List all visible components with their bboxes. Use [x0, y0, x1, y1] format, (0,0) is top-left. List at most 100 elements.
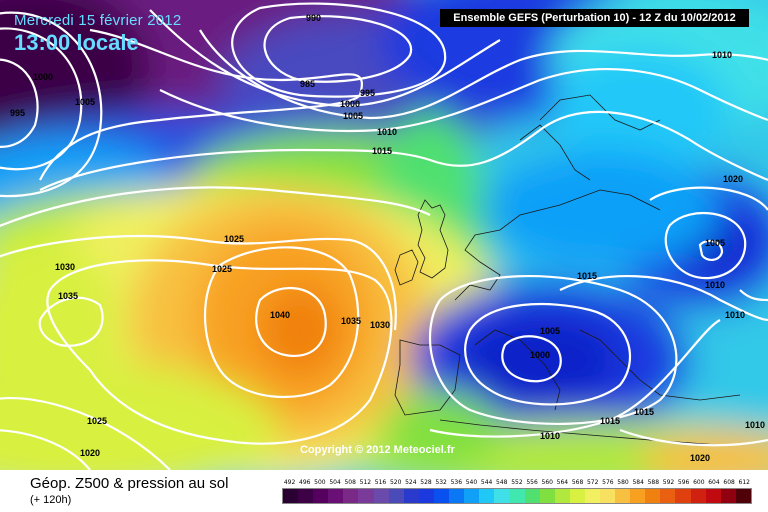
scale-label: 556 [526, 479, 538, 486]
scale-swatch [599, 489, 616, 503]
scale-label: 588 [647, 479, 660, 486]
isobar-label: 1000 [33, 72, 53, 82]
footer: Géop. Z500 & pression au sol (+ 120h) 49… [0, 470, 768, 512]
isobar-label: 1005 [540, 326, 560, 336]
scale-swatch [539, 489, 555, 503]
pressure-map-canvas: 990 985 995 1000 1005 1010 1015 1000 100… [0, 0, 768, 470]
scale-swatch [449, 489, 465, 503]
isobar-label: 1020 [690, 453, 710, 463]
isobar-label: 1020 [80, 448, 100, 458]
scale-label: 500 [314, 479, 326, 486]
scale-label: 544 [480, 479, 493, 486]
isobar-label: 1005 [75, 97, 95, 107]
color-scale-labels: 492 496 500 504 508 512 516 520 524 528 532 536 540 5… [282, 478, 752, 488]
isobar-label: 995 [10, 108, 25, 118]
scale-label: 536 [450, 479, 463, 486]
scale-label: 584 [632, 479, 644, 486]
scale-swatch [720, 489, 736, 503]
weather-map: 990 985 995 1000 1005 1010 1015 1000 100… [0, 0, 768, 470]
scale-label: 612 [738, 479, 750, 486]
isobar-label: 1000 [340, 99, 360, 109]
isobar-label: 1030 [370, 320, 390, 330]
isobars [0, 2, 768, 470]
isobar-label: 1010 [712, 50, 732, 60]
color-scale-bar [282, 488, 752, 504]
scale-swatch [630, 489, 646, 503]
forecast-date: Mercredi 15 février 2012 [14, 12, 182, 29]
isobar-label: 1015 [577, 271, 597, 281]
scale-swatch [690, 489, 706, 503]
scale-swatch [645, 489, 661, 503]
scale-swatch [554, 489, 570, 503]
scale-label: 568 [571, 479, 584, 486]
scale-label: 604 [708, 479, 720, 486]
isobar-label: 1025 [87, 416, 107, 426]
scale-swatch [283, 489, 299, 503]
isobar-label: 1035 [58, 291, 78, 301]
scale-label: 540 [465, 479, 478, 486]
isobar-label: 1040 [270, 310, 290, 320]
forecast-time: 13:00 locale [14, 30, 139, 55]
scale-label: 492 [283, 479, 296, 486]
forecast-lead-time: (+ 120h) [30, 494, 72, 506]
scale-label: 552 [511, 479, 523, 486]
scale-swatch [313, 489, 329, 503]
scale-label: 592 [662, 479, 675, 486]
isobar-label: 985 [300, 79, 315, 89]
isobar-label: 1030 [55, 262, 75, 272]
isobar-label: 1010 [705, 280, 725, 290]
isobar-label: 990 [306, 13, 321, 23]
isobar-label: 995 [360, 88, 375, 98]
scale-label: 516 [374, 479, 387, 486]
isobar-label: 1020 [723, 174, 743, 184]
scale-swatch [675, 489, 691, 503]
scale-swatch [328, 489, 344, 503]
isobar-label: 1005 [705, 238, 725, 248]
scale-swatch [479, 489, 495, 503]
scale-label: 580 [617, 479, 629, 486]
scale-swatch [494, 489, 510, 503]
scale-swatch [509, 489, 525, 503]
scale-label: 512 [359, 479, 372, 486]
isobar-label: 1025 [224, 234, 244, 244]
scale-swatch [388, 489, 404, 503]
scale-swatch [735, 489, 751, 503]
isobar-label: 1015 [372, 146, 392, 156]
scale-swatch [524, 489, 540, 503]
isobar-labels: 990 985 995 1000 1005 1010 1015 1000 100… [10, 13, 765, 463]
scale-swatch [433, 489, 450, 503]
scale-label: 532 [435, 479, 447, 486]
scale-swatch [705, 489, 721, 503]
scale-label: 496 [299, 479, 311, 486]
isobar-label: 1005 [343, 111, 363, 121]
scale-swatch [660, 489, 676, 503]
scale-label: 504 [329, 479, 341, 486]
isobar-label: 1010 [540, 431, 560, 441]
isobar-label: 1035 [341, 316, 361, 326]
scale-swatch [373, 489, 389, 503]
copyright-text: Copyright © 2012 Meteociel.fr [300, 444, 455, 456]
scale-swatch [584, 489, 600, 503]
scale-label: 520 [389, 479, 402, 486]
scale-swatch [418, 489, 434, 503]
scale-label: 560 [541, 479, 553, 486]
scale-swatch [358, 489, 374, 503]
scale-swatch [298, 489, 314, 503]
scale-swatch [464, 489, 480, 503]
scale-label: 596 [677, 479, 690, 486]
geopotential-field [0, 0, 768, 470]
model-run-label: Ensemble GEFS (Perturbation 10) - 12 Z d… [440, 9, 749, 27]
scale-swatch [403, 489, 419, 503]
isobar-label: 1015 [634, 407, 654, 417]
color-scale-legend: 492 496 500 504 508 512 516 520 524 528 532 536 540 5… [282, 478, 752, 504]
scale-label: 572 [586, 479, 599, 486]
scale-label: 576 [602, 479, 614, 486]
isobar-label: 1010 [745, 420, 765, 430]
isobar-label: 1010 [377, 127, 397, 137]
scale-label: 528 [420, 479, 432, 486]
scale-label: 564 [556, 479, 569, 486]
scale-swatch [569, 489, 585, 503]
isobar-label: 1010 [725, 310, 745, 320]
scale-label: 508 [344, 479, 356, 486]
isobar-label: 1025 [212, 264, 232, 274]
